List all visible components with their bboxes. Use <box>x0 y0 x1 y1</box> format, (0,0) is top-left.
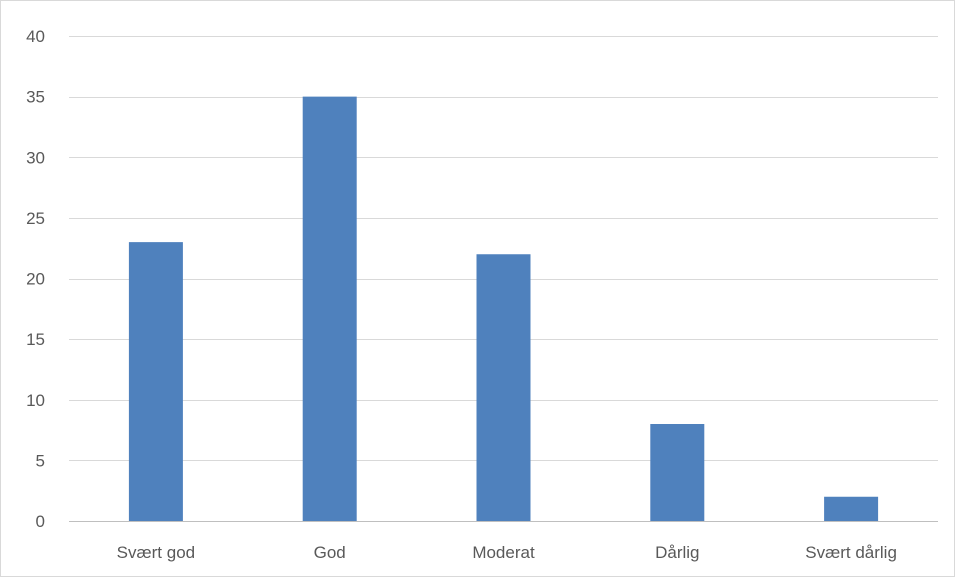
x-tick-label: Svært dårlig <box>805 543 897 562</box>
y-axis-tick-labels: 0 5 10 15 20 25 30 35 40 <box>26 27 45 531</box>
x-axis-tick-labels: Svært god God Moderat Dårlig Svært dårlig <box>117 543 897 562</box>
y-tick-label: 5 <box>36 451 45 470</box>
bar <box>824 496 879 521</box>
y-tick-label: 0 <box>36 512 45 531</box>
bar <box>302 96 357 521</box>
x-tick-label: Dårlig <box>655 543 699 562</box>
y-tick-label: 30 <box>26 148 45 167</box>
y-tick-label: 20 <box>26 270 45 289</box>
bars <box>128 96 879 521</box>
y-tick-label: 40 <box>26 27 45 46</box>
x-tick-label: Svært god <box>117 543 195 562</box>
bar <box>476 254 531 521</box>
bar <box>128 242 183 521</box>
y-tick-label: 35 <box>26 88 45 107</box>
y-tick-label: 25 <box>26 209 45 228</box>
y-tick-label: 10 <box>26 391 45 410</box>
y-tick-label: 15 <box>26 330 45 349</box>
bar <box>650 424 705 521</box>
x-tick-label: God <box>314 543 346 562</box>
x-tick-label: Moderat <box>472 543 535 562</box>
